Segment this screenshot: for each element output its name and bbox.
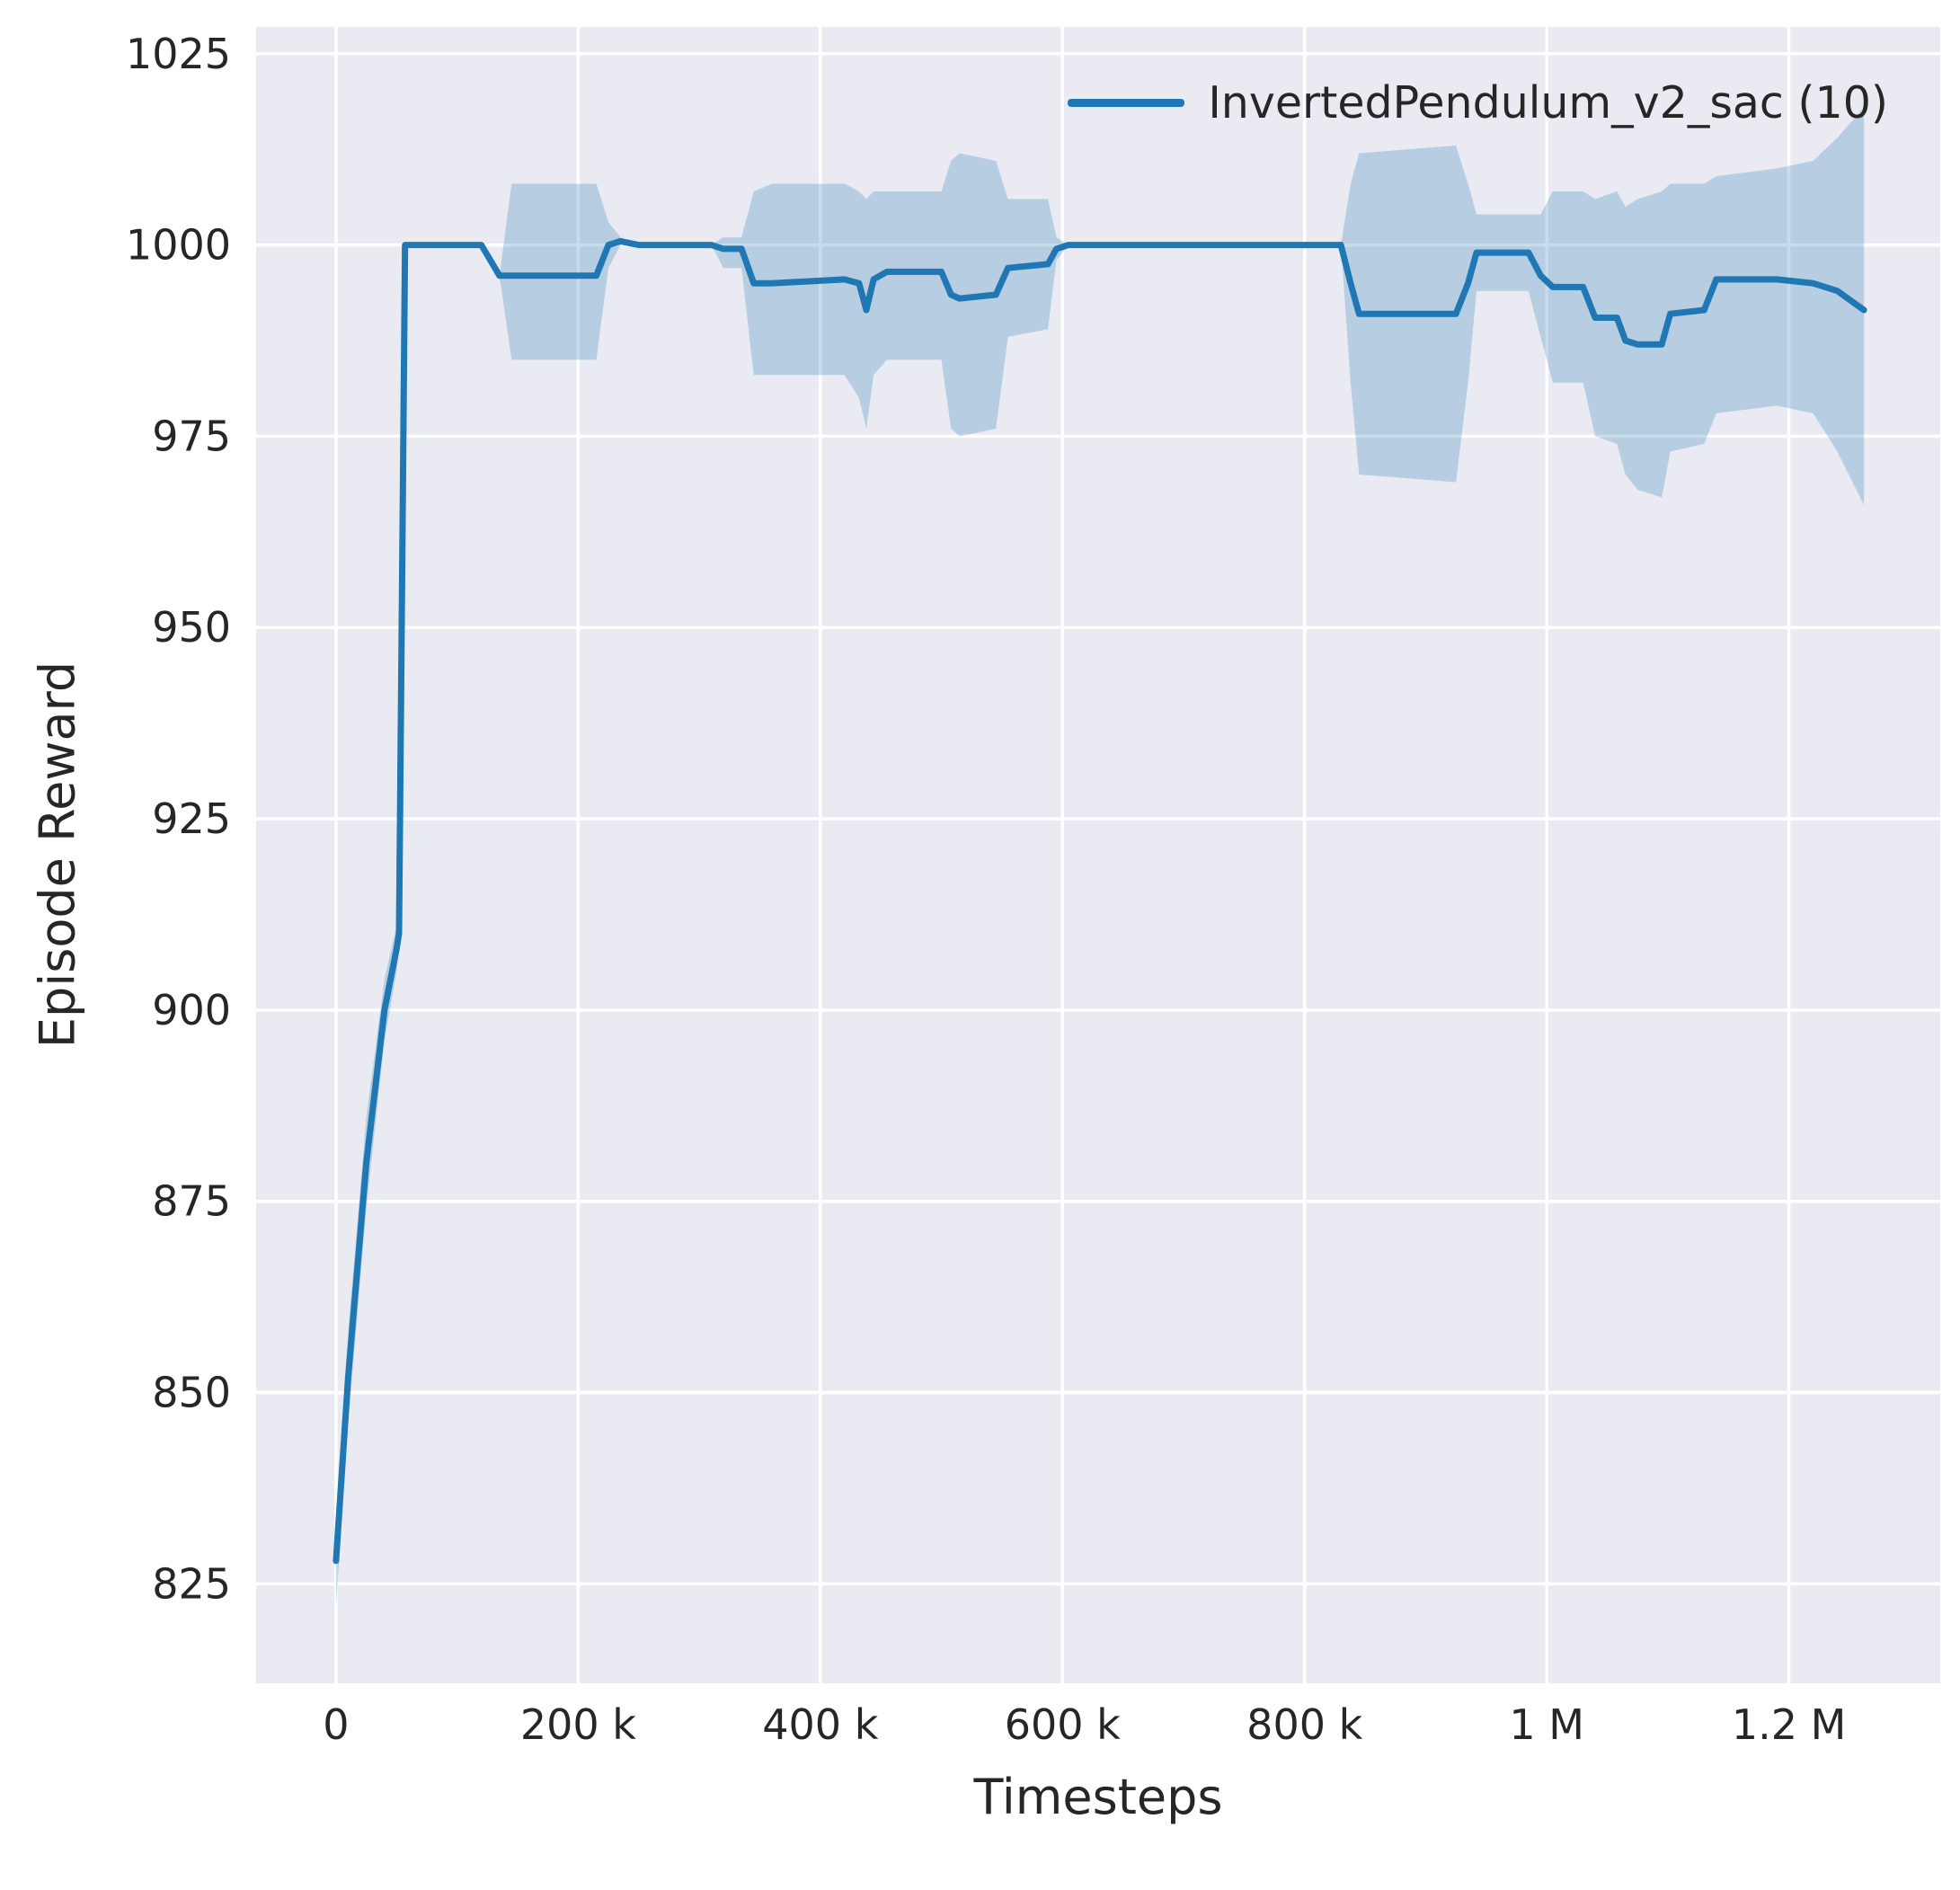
y-axis-label: Episode Reward xyxy=(29,661,86,1049)
y-tick-label: 900 xyxy=(152,986,231,1034)
x-axis-label: Timesteps xyxy=(973,1769,1223,1825)
x-tick-label: 1 M xyxy=(1509,1700,1584,1749)
x-tick-label: 800 k xyxy=(1246,1700,1362,1749)
y-tick-label: 975 xyxy=(152,412,231,460)
x-tick-label: 1.2 M xyxy=(1732,1700,1846,1749)
x-tick-label: 400 k xyxy=(762,1700,878,1749)
legend-line-swatch xyxy=(1068,99,1185,107)
x-tick-label: 200 k xyxy=(520,1700,636,1749)
x-tick-label: 0 xyxy=(323,1700,349,1749)
plot-area xyxy=(256,27,1940,1683)
y-tick-label: 875 xyxy=(152,1177,231,1226)
y-tick-label: 825 xyxy=(152,1559,231,1608)
x-tick-label: 600 k xyxy=(1005,1700,1121,1749)
y-tick-label: 1000 xyxy=(126,221,231,270)
series-line xyxy=(333,237,1867,1565)
y-tick-label: 925 xyxy=(152,794,231,843)
y-tick-label: 950 xyxy=(152,603,231,652)
y-tick-label: 850 xyxy=(152,1369,231,1417)
legend-label: InvertedPendulum_v2_sac (10) xyxy=(1208,77,1888,129)
legend: InvertedPendulum_v2_sac (10) xyxy=(1068,77,1888,129)
y-tick-label: 1025 xyxy=(126,30,231,78)
confidence-band xyxy=(335,107,1865,1607)
